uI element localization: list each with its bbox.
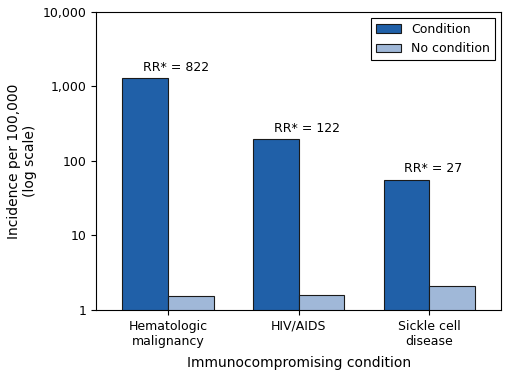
Text: RR* = 122: RR* = 122 — [273, 121, 339, 135]
Text: RR* = 822: RR* = 822 — [143, 61, 209, 74]
Y-axis label: Incidence per 100,000
(log scale): Incidence per 100,000 (log scale) — [7, 83, 37, 239]
X-axis label: Immunocompromising condition: Immunocompromising condition — [186, 356, 411, 370]
Bar — [384, 180, 429, 377]
Legend: Condition, No condition: Condition, No condition — [371, 18, 495, 60]
Bar — [122, 78, 168, 377]
Bar — [253, 139, 299, 377]
Bar — [168, 296, 214, 377]
Text: RR* = 27: RR* = 27 — [404, 162, 462, 175]
Bar — [299, 294, 344, 377]
Bar — [429, 286, 475, 377]
